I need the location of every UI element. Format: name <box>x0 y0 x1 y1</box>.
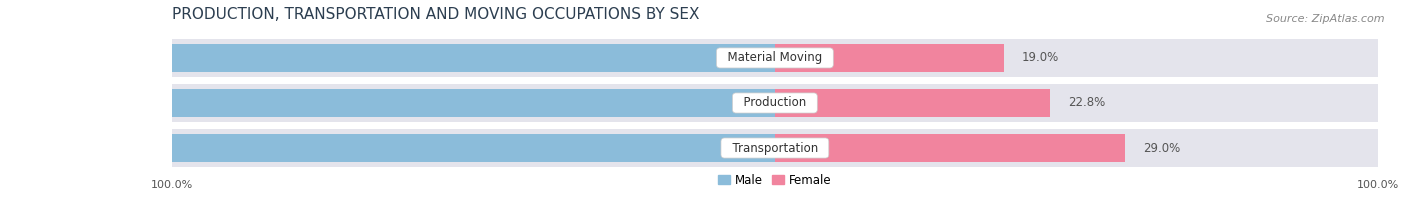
Bar <box>0 89 775 117</box>
Text: PRODUCTION, TRANSPORTATION AND MOVING OCCUPATIONS BY SEX: PRODUCTION, TRANSPORTATION AND MOVING OC… <box>172 7 699 22</box>
Text: Transportation: Transportation <box>724 141 825 154</box>
Text: 81.1%: 81.1% <box>0 51 32 64</box>
Text: Source: ZipAtlas.com: Source: ZipAtlas.com <box>1267 14 1385 24</box>
Bar <box>775 89 1050 117</box>
Bar <box>775 134 1125 162</box>
Bar <box>172 129 1378 167</box>
Text: 19.0%: 19.0% <box>1022 51 1059 64</box>
Text: Production: Production <box>735 97 814 110</box>
Bar <box>775 44 1004 72</box>
Bar <box>172 39 1378 77</box>
Bar <box>0 44 775 72</box>
Text: 71.0%: 71.0% <box>87 141 128 154</box>
Legend: Male, Female: Male, Female <box>716 171 834 189</box>
Text: Material Moving: Material Moving <box>720 51 830 64</box>
Bar <box>172 84 1378 122</box>
Bar <box>0 134 775 162</box>
Text: 29.0%: 29.0% <box>1143 141 1180 154</box>
Text: 22.8%: 22.8% <box>1069 97 1105 110</box>
Text: 77.2%: 77.2% <box>28 97 69 110</box>
